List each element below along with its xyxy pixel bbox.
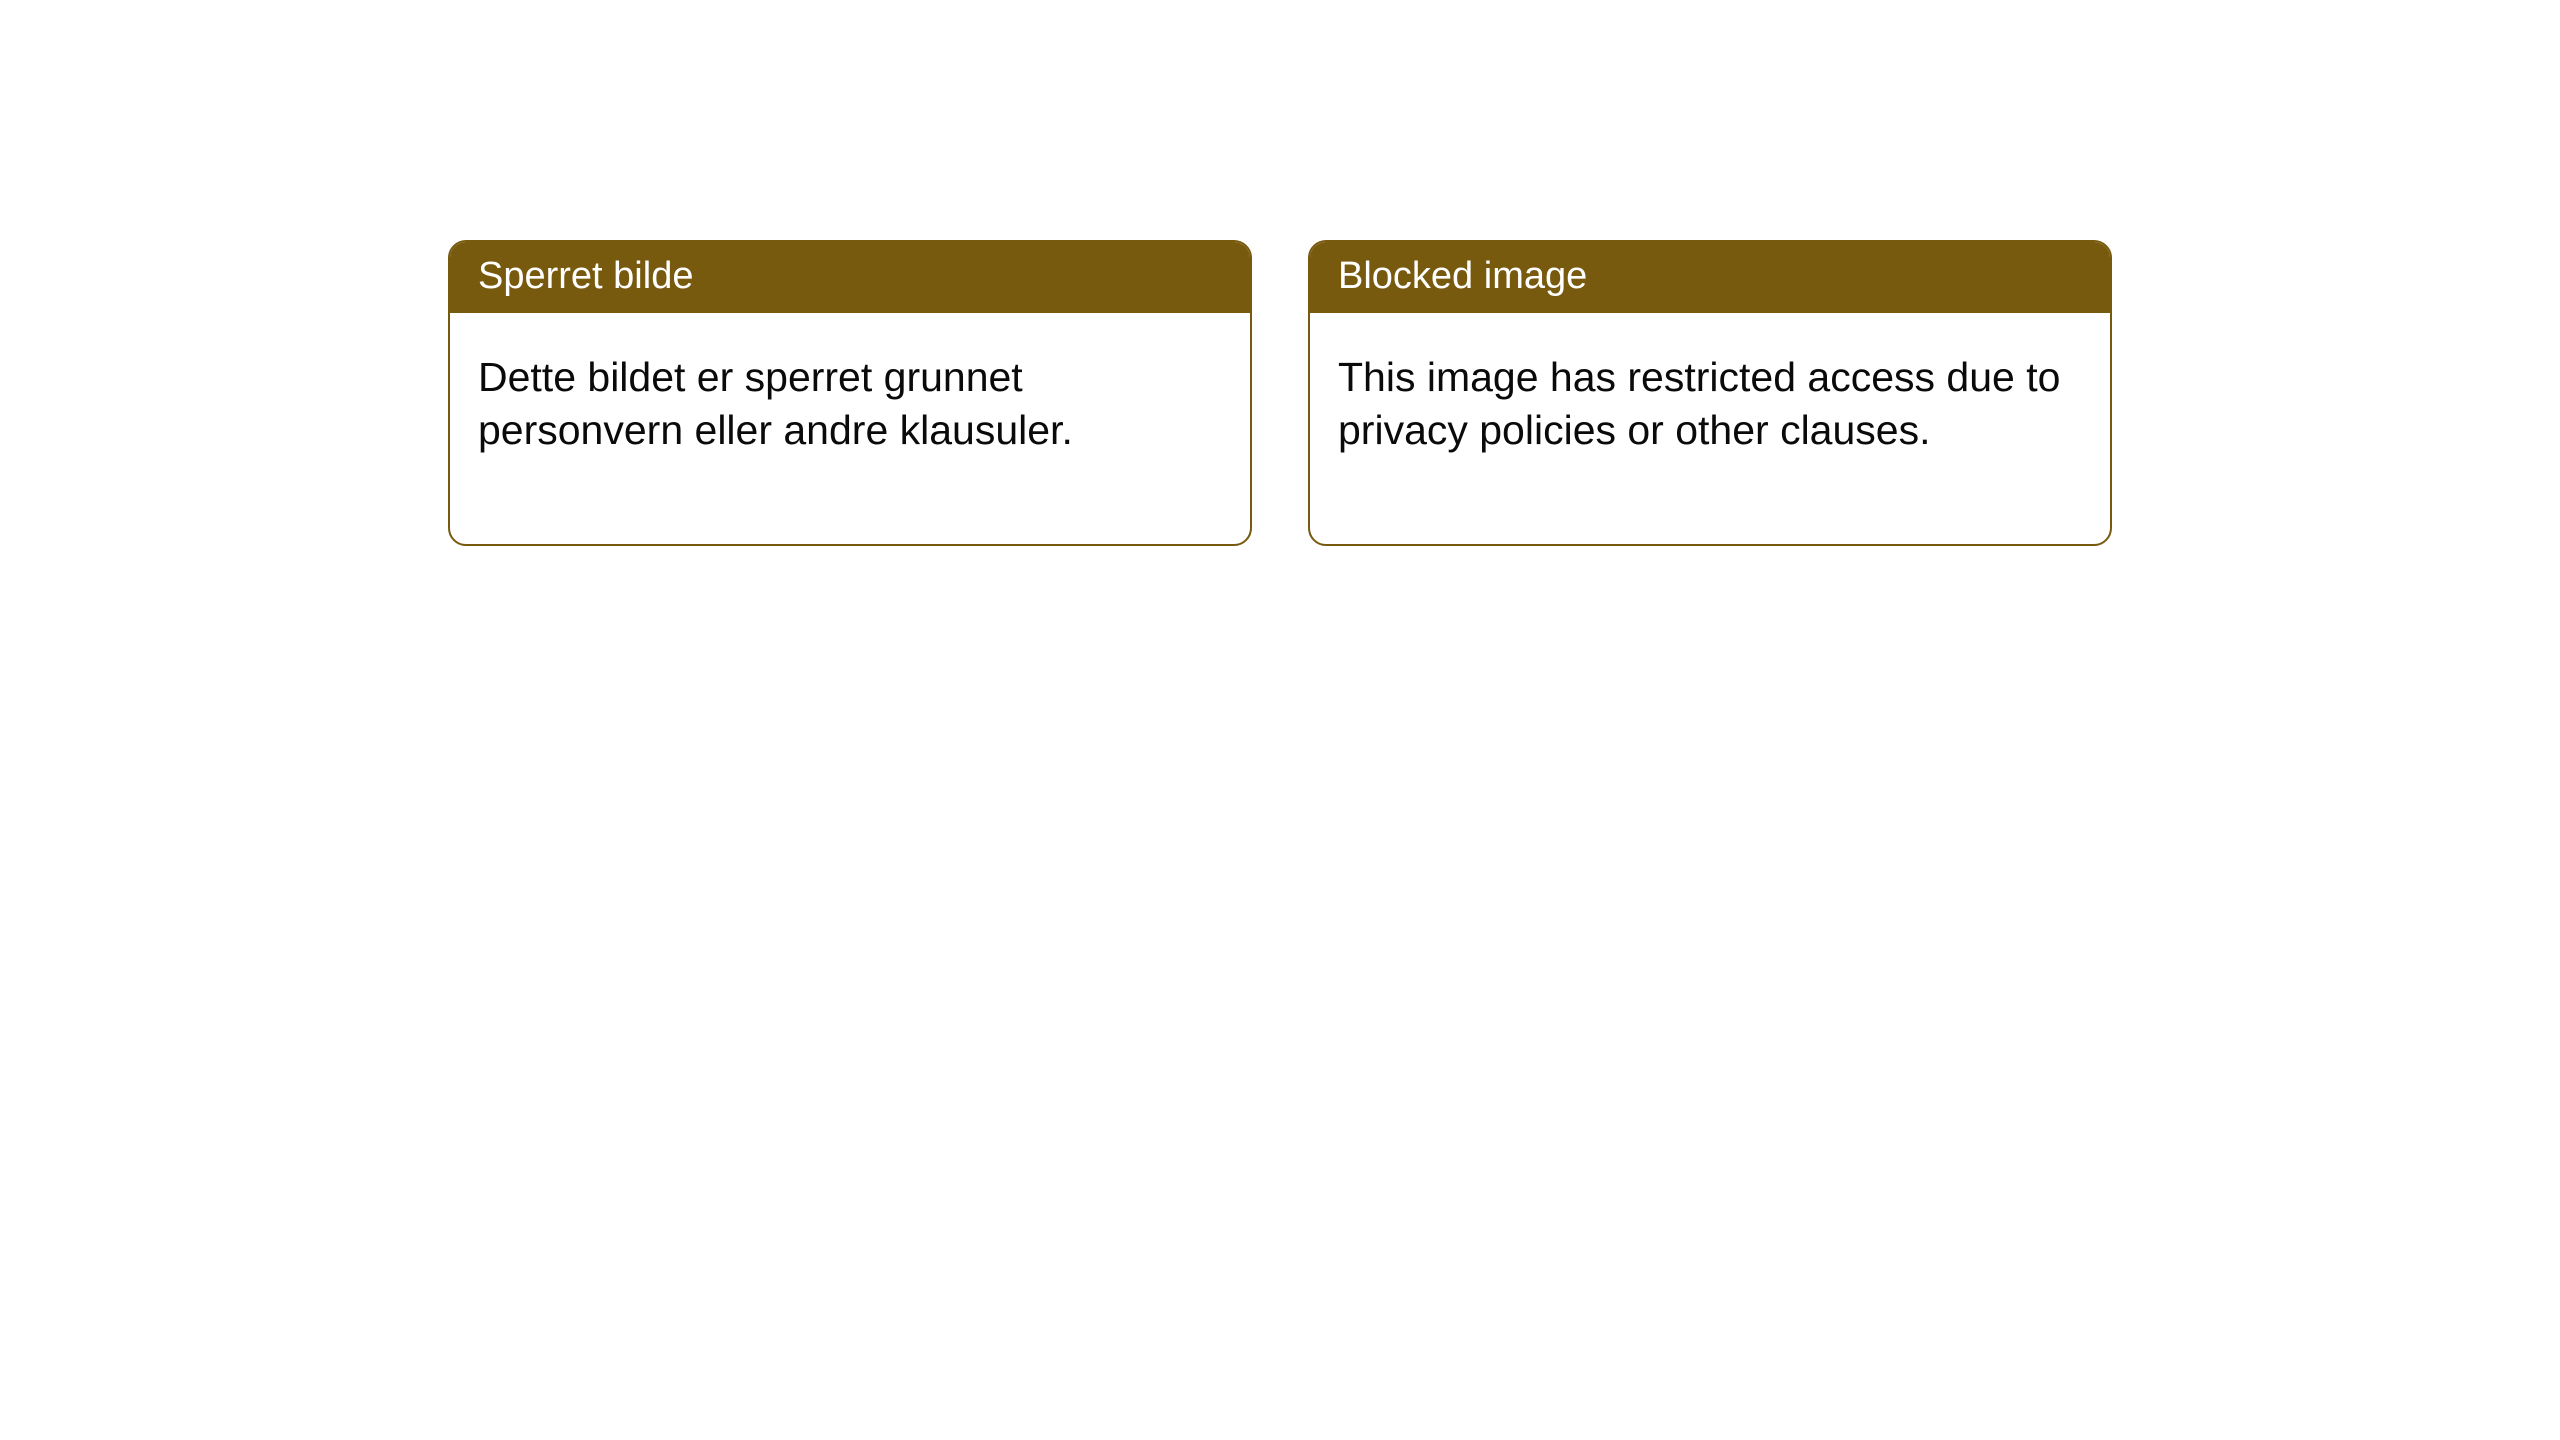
- notice-header-no: Sperret bilde: [450, 242, 1250, 313]
- notice-body-no: Dette bildet er sperret grunnet personve…: [450, 313, 1250, 544]
- notice-card-en: Blocked image This image has restricted …: [1308, 240, 2112, 546]
- notice-card-no: Sperret bilde Dette bildet er sperret gr…: [448, 240, 1252, 546]
- notice-header-en: Blocked image: [1310, 242, 2110, 313]
- notice-body-en: This image has restricted access due to …: [1310, 313, 2110, 544]
- notice-container: Sperret bilde Dette bildet er sperret gr…: [0, 0, 2560, 546]
